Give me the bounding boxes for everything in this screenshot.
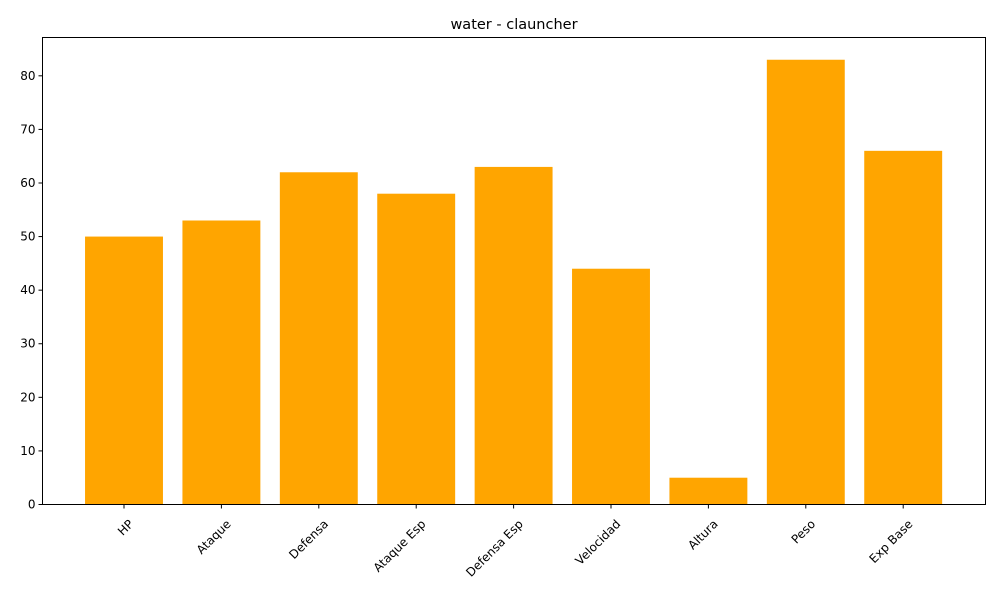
y-tick-label: 50 [20, 230, 35, 244]
bar-hp [85, 236, 163, 505]
y-tick-label: 40 [20, 283, 35, 297]
y-tick-label: 10 [20, 444, 35, 458]
y-tick-label: 0 [28, 498, 36, 512]
bar-ataque-esp [377, 193, 456, 505]
bar-defensa [279, 172, 358, 505]
bar-peso [766, 59, 845, 505]
bar-velocidad [572, 268, 650, 505]
y-tick-label: 20 [20, 390, 35, 404]
plot-frame [42, 37, 986, 505]
y-tick-label: 80 [20, 69, 35, 83]
bar-ataque [182, 220, 261, 505]
bars-group [85, 59, 943, 505]
bar-exp-base [864, 150, 943, 505]
y-tick-label: 30 [20, 337, 35, 351]
y-tick-label: 70 [20, 122, 35, 136]
y-tick-label: 60 [20, 176, 35, 190]
bar-altura [669, 477, 748, 505]
chart-title: water - clauncher [450, 17, 577, 33]
bar-defensa-esp [474, 166, 553, 505]
y-axis: 0 10 20 30 40 50 60 70 80 [20, 69, 43, 512]
